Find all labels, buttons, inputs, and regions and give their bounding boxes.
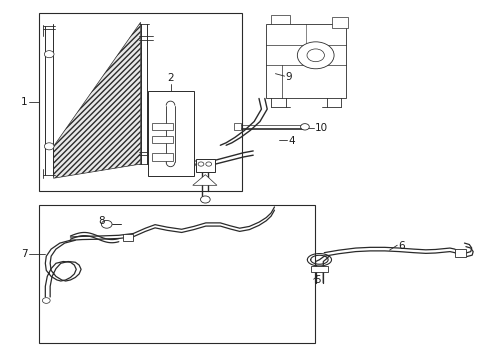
Bar — [39, 13, 242, 191]
Bar — [122, 234, 133, 240]
Bar — [233, 123, 240, 130]
Text: 10: 10 — [314, 123, 327, 133]
Circle shape — [297, 42, 333, 69]
Circle shape — [44, 51, 54, 58]
Circle shape — [42, 298, 50, 303]
Text: 9: 9 — [285, 72, 292, 82]
Circle shape — [205, 162, 211, 166]
Circle shape — [306, 49, 324, 62]
Text: 6: 6 — [397, 240, 404, 251]
Bar — [151, 136, 173, 143]
Bar — [331, 17, 348, 28]
Text: 7: 7 — [21, 249, 28, 260]
Polygon shape — [192, 175, 217, 185]
Text: 2: 2 — [167, 72, 174, 82]
Text: 3: 3 — [188, 159, 195, 169]
Text: 8: 8 — [98, 216, 105, 226]
Circle shape — [44, 143, 54, 150]
Text: 4: 4 — [287, 136, 294, 146]
Bar — [196, 159, 215, 172]
Circle shape — [300, 123, 308, 130]
Text: 5: 5 — [314, 275, 321, 285]
Bar — [454, 249, 465, 257]
Circle shape — [198, 162, 203, 166]
Bar — [39, 205, 314, 343]
Bar — [151, 153, 173, 161]
Bar — [270, 15, 290, 24]
Text: 1: 1 — [21, 97, 28, 107]
Bar — [151, 123, 173, 130]
Bar — [265, 24, 346, 99]
Bar — [147, 91, 193, 176]
Polygon shape — [53, 22, 140, 178]
Ellipse shape — [200, 196, 210, 203]
Circle shape — [101, 220, 112, 228]
Bar — [310, 266, 327, 272]
